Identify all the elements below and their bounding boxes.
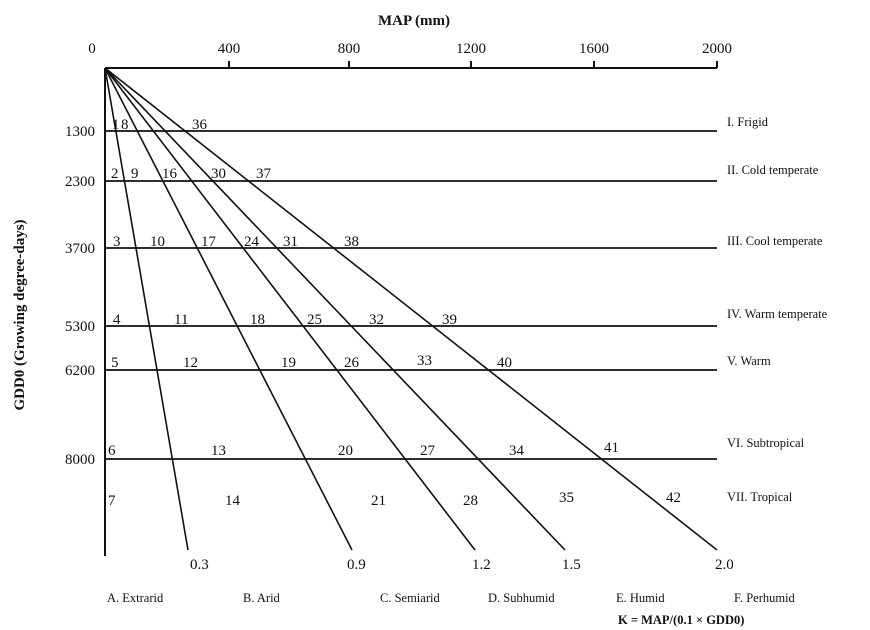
class-cells: 1 8 36 2 9 16 30 37 3 10 17 24 31 38 4 1… <box>108 117 681 509</box>
class-number: 42 <box>666 490 681 506</box>
y-axis-title: GDD0 (Growing degree-days) <box>12 219 28 410</box>
class-number: 31 <box>283 234 298 250</box>
k-value-label: 1.2 <box>472 557 491 573</box>
axes <box>104 61 718 556</box>
map-tick-label: 400 <box>218 41 241 57</box>
x-axis-title: MAP (mm) <box>378 13 450 29</box>
belt-name: IV. Warm temperate <box>727 307 828 321</box>
class-number: 34 <box>509 443 525 459</box>
class-number: 7 <box>108 493 116 509</box>
k-value-label: 2.0 <box>715 557 734 573</box>
class-number: 16 <box>162 166 178 182</box>
class-number: 6 <box>108 443 116 459</box>
belt-name: I. Frigid <box>727 115 769 129</box>
belt-name: II. Cold temperate <box>727 163 819 177</box>
class-number: 37 <box>256 166 272 182</box>
map-tick-labels: 0 400 800 1200 1600 2000 <box>88 41 732 57</box>
k-value-label: 0.9 <box>347 557 366 573</box>
class-number: 25 <box>307 312 322 328</box>
class-number: 24 <box>244 234 260 250</box>
class-number: 32 <box>369 312 384 328</box>
class-number: 30 <box>211 166 226 182</box>
gdd-label: 5300 <box>65 319 95 335</box>
class-number: 28 <box>463 493 478 509</box>
class-number: 33 <box>417 353 432 369</box>
class-number: 27 <box>420 443 436 459</box>
class-number: 17 <box>201 234 217 250</box>
class-number: 39 <box>442 312 457 328</box>
class-number: 38 <box>344 234 359 250</box>
class-number: 13 <box>211 443 226 459</box>
belt-name: V. Warm <box>727 354 771 368</box>
class-number: 26 <box>344 355 360 371</box>
moisture-class-labels: A. Extrarid B. Arid C. Semiarid D. Subhu… <box>107 591 796 605</box>
k-formula: K = MAP/(0.1 × GDD0) <box>618 613 744 627</box>
class-number: 1 <box>112 117 120 133</box>
moisture-class-label: C. Semiarid <box>380 591 440 605</box>
thermal-belt-names: I. Frigid II. Cold temperate III. Cool t… <box>727 115 828 504</box>
class-number: 41 <box>604 440 619 456</box>
class-number: 5 <box>111 355 119 371</box>
class-number: 12 <box>183 355 198 371</box>
class-number: 19 <box>281 355 296 371</box>
class-number: 3 <box>113 234 121 250</box>
class-number: 14 <box>225 493 241 509</box>
map-tick-label: 0 <box>88 41 96 57</box>
class-number: 2 <box>111 166 119 182</box>
belt-name: VII. Tropical <box>727 490 793 504</box>
gdd-label: 6200 <box>65 363 95 379</box>
class-number: 10 <box>150 234 165 250</box>
class-number: 21 <box>371 493 386 509</box>
map-tick-label: 1200 <box>456 41 486 57</box>
moisture-k-lines <box>104 67 718 551</box>
map-tick-label: 1600 <box>579 41 609 57</box>
k-line <box>104 67 566 551</box>
class-number: 18 <box>250 312 265 328</box>
moisture-class-label: A. Extrarid <box>107 591 164 605</box>
gdd-label: 1300 <box>65 124 95 140</box>
gdd-label: 8000 <box>65 452 95 468</box>
k-line <box>104 67 189 551</box>
class-number: 35 <box>559 490 574 506</box>
k-line <box>104 67 476 551</box>
k-line <box>104 67 718 551</box>
gdd-label: 2300 <box>65 174 95 190</box>
k-value-labels: 0.3 0.9 1.2 1.5 2.0 <box>190 557 734 573</box>
k-value-label: 0.3 <box>190 557 209 573</box>
gdd-labels: 1300 2300 3700 5300 6200 8000 <box>65 124 95 468</box>
moisture-class-label: F. Perhumid <box>734 591 796 605</box>
class-number: 8 <box>121 117 129 133</box>
class-number: 11 <box>174 312 188 328</box>
class-number: 4 <box>113 312 121 328</box>
class-number: 9 <box>131 166 139 182</box>
map-axis-ticks <box>228 61 718 68</box>
map-tick-label: 800 <box>338 41 361 57</box>
class-number: 20 <box>338 443 353 459</box>
thermal-belt-lines <box>105 130 717 460</box>
belt-name: VI. Subtropical <box>727 436 805 450</box>
belt-name: III. Cool temperate <box>727 234 823 248</box>
class-number: 40 <box>497 355 512 371</box>
map-tick-label: 2000 <box>702 41 732 57</box>
k-value-label: 1.5 <box>562 557 581 573</box>
moisture-class-label: D. Subhumid <box>488 591 555 605</box>
k-line <box>104 67 353 551</box>
moisture-class-label: E. Humid <box>616 591 665 605</box>
gdd-label: 3700 <box>65 241 95 257</box>
moisture-class-label: B. Arid <box>243 591 281 605</box>
class-number: 36 <box>192 117 208 133</box>
